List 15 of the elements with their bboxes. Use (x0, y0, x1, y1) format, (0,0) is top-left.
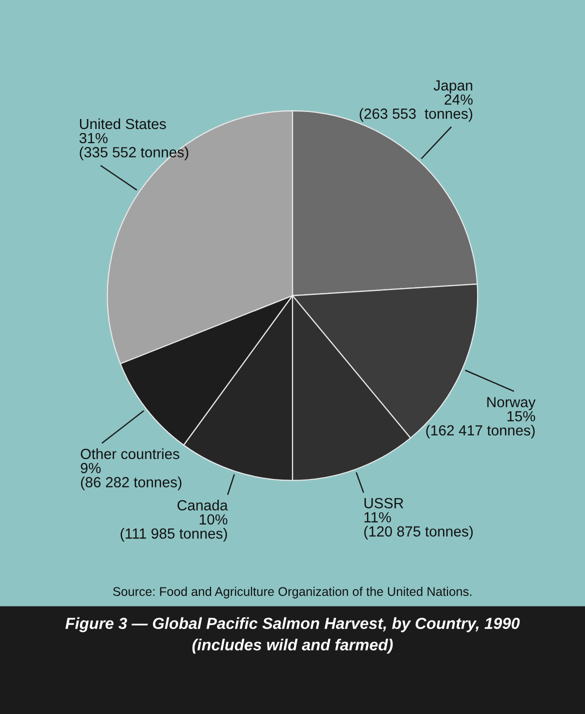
text: (includes wild and farmed) (192, 638, 393, 654)
slice-label: Other countries (80, 448, 180, 460)
data-label: 10% (111 985 tonnes) (120, 514, 228, 542)
source-note: Source: Food and Agriculture Organization of the United Nations. (113, 586, 472, 598)
data-label: 9% (86 282 tonnes) (80, 462, 182, 490)
slice-label: Japan (434, 80, 472, 94)
slice-label: Canada (178, 500, 228, 510)
data-label: 24% (263 553 tonnes) (360, 94, 473, 122)
slice-label: USSR (364, 498, 404, 508)
data-label: 15% (162 417 tonnes) (426, 411, 536, 438)
text: Figure 3 — Global Pacific Salmon Harvest, by Country, 1990 (65, 617, 520, 632)
data-label: 31% (335 552 tonnes) (79, 132, 188, 160)
data-label: 11% (120 875 tonnes) (364, 512, 473, 540)
slice-label: Norway (487, 397, 536, 410)
slice-label: United States (80, 118, 166, 130)
